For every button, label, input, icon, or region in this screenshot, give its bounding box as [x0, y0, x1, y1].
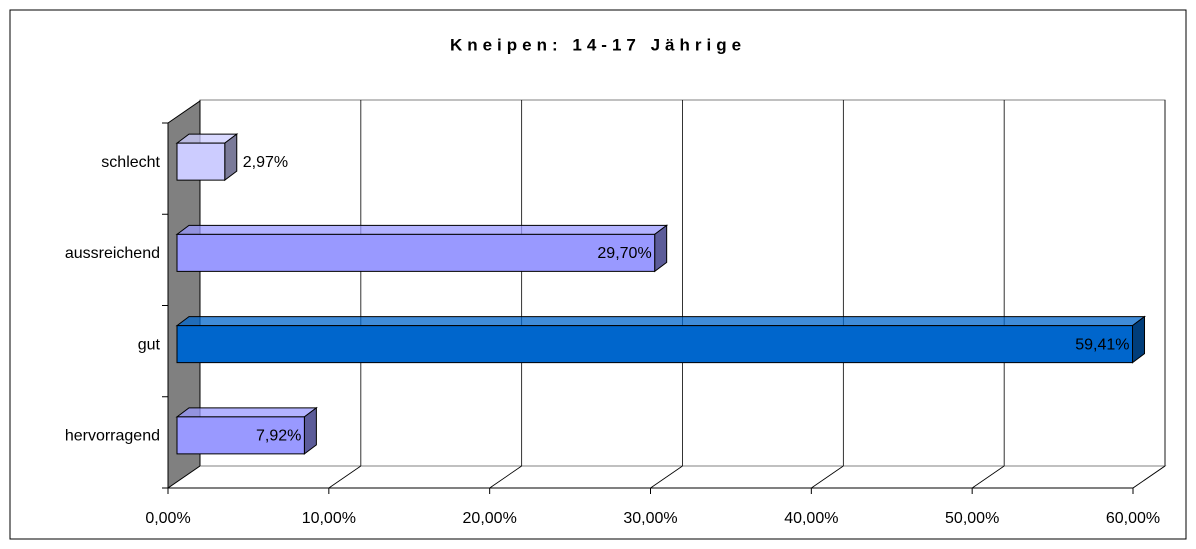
- value-label: 29,70%: [597, 245, 651, 262]
- floor-grid-line: [811, 465, 844, 489]
- value-label: 59,41%: [1075, 336, 1129, 353]
- y-tick-label: aussreichend: [65, 245, 160, 262]
- bar: [176, 416, 305, 455]
- bar-top: [175, 407, 318, 418]
- floor-grid-line: [167, 465, 201, 489]
- bar: [176, 233, 656, 272]
- value-label: 2,97%: [243, 154, 288, 171]
- x-tick-label: 50,00%: [945, 510, 999, 527]
- x-tick-label: 10,00%: [302, 510, 356, 527]
- floor-grid-line: [650, 465, 683, 489]
- x-tick-label: 60,00%: [1106, 510, 1160, 527]
- value-label: 7,92%: [256, 428, 301, 445]
- x-tick-label: 40,00%: [784, 510, 838, 527]
- chart-title: Kneipen: 14-17 Jährige: [450, 35, 746, 54]
- bar-top: [175, 316, 1147, 327]
- floor-grid-line: [1132, 465, 1166, 489]
- y-tick-label: hervorragend: [65, 428, 160, 445]
- floor-grid-line: [489, 465, 522, 489]
- floor-grid-line: [328, 465, 362, 489]
- y-tick-label: schlecht: [101, 154, 160, 171]
- x-tick-label: 0,00%: [145, 510, 190, 527]
- floor-grid-line: [971, 465, 1005, 489]
- bar: [176, 142, 226, 181]
- x-tick-label: 30,00%: [623, 510, 677, 527]
- y-tick-label: gut: [138, 336, 161, 353]
- bar-top: [175, 224, 669, 235]
- bar: [176, 325, 1134, 364]
- x-tick-label: 20,00%: [463, 510, 517, 527]
